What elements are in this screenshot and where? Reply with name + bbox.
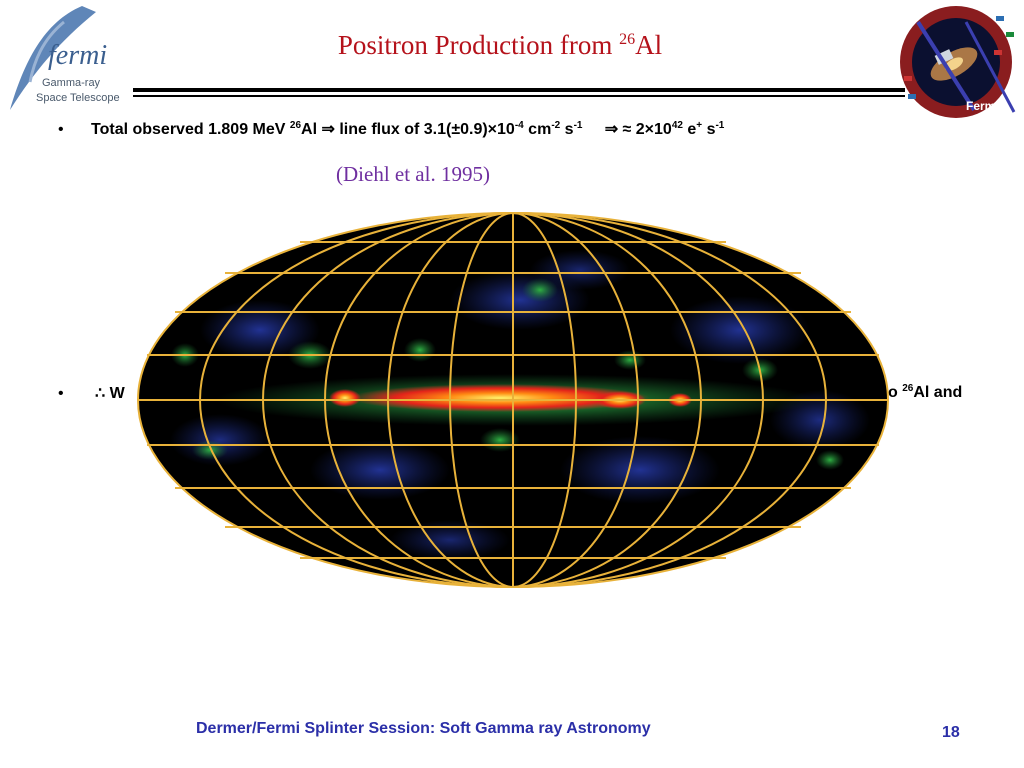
page-title: Positron Production from 26Al <box>337 30 663 60</box>
page-number: 18 <box>942 724 960 741</box>
badge-wordmark: Fermi <box>966 99 999 113</box>
fermi-wordmark: fermi <box>48 40 107 71</box>
graticule <box>137 212 889 588</box>
footer-text: Dermer/Fermi Splinter Session: Soft Gamm… <box>196 720 651 737</box>
flag-icon <box>996 16 1004 21</box>
fermi-mission-badge: Fermi <box>900 6 1016 118</box>
bullet-text-flux: Total observed 1.809 MeV 26Al ⇒ line flu… <box>91 120 725 138</box>
citation: (Diehl et al. 1995) <box>336 162 490 186</box>
swoosh-icon <box>10 6 96 110</box>
bullet-marker: • <box>58 121 64 138</box>
logo-line1: Gamma-ray <box>42 77 101 89</box>
spacecraft-icon <box>934 49 954 65</box>
header-rule-thin <box>133 95 905 97</box>
bullet-marker-2: • <box>58 385 64 402</box>
logo-line2: Space Telescope <box>36 92 120 104</box>
bullet-text-2-left: ∴ W <box>95 385 125 402</box>
header-rule <box>133 88 905 92</box>
bullet-text-2-right: o 26Al and <box>888 383 963 401</box>
fermi-logo: fermi Gamma-ray Space Telescope <box>10 6 120 110</box>
